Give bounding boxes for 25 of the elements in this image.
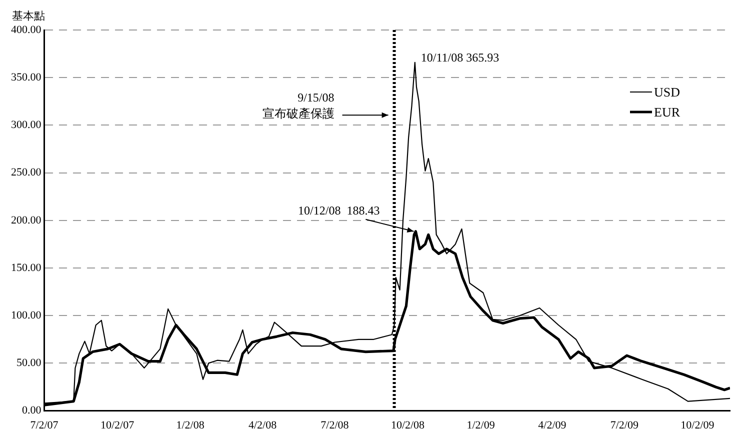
y-tick-label: 0.00	[22, 404, 42, 417]
legend-label: USD	[654, 84, 680, 100]
legend-label: EUR	[654, 104, 680, 120]
x-tick-label: 4/2/09	[538, 419, 567, 432]
y-tick-label: 300.00	[11, 119, 42, 132]
x-tick-label: 10/2/08	[390, 419, 426, 432]
y-tick-label: 100.00	[11, 309, 42, 322]
y-tick-label: 350.00	[11, 71, 42, 84]
y-tick-label: 150.00	[11, 262, 42, 274]
annotation: 10/12/08 188.43	[298, 204, 380, 218]
x-tick-label: 10/2/07	[100, 419, 135, 432]
x-tick-label: 7/2/08	[320, 419, 350, 432]
x-tick-label: 7/2/09	[610, 419, 639, 432]
y-axis-title: 基本點	[12, 9, 45, 22]
y-tick-label: 50.00	[16, 357, 42, 370]
ref-line-label: 9/15/08 宣布破產保護	[262, 90, 334, 120]
annotation: 10/11/08 365.93	[420, 50, 500, 65]
x-tick-label: 10/2/09	[680, 419, 715, 432]
x-tick-label: 4/2/08	[248, 419, 278, 432]
x-tick-label: 1/2/08	[176, 419, 205, 432]
y-tick-label: 250.00	[11, 166, 42, 179]
x-tick-label: 1/2/09	[466, 419, 496, 432]
y-tick-label: 200.00	[11, 214, 42, 226]
x-tick-label: 7/2/07	[30, 419, 59, 432]
y-tick-label: 400.00	[11, 24, 42, 36]
